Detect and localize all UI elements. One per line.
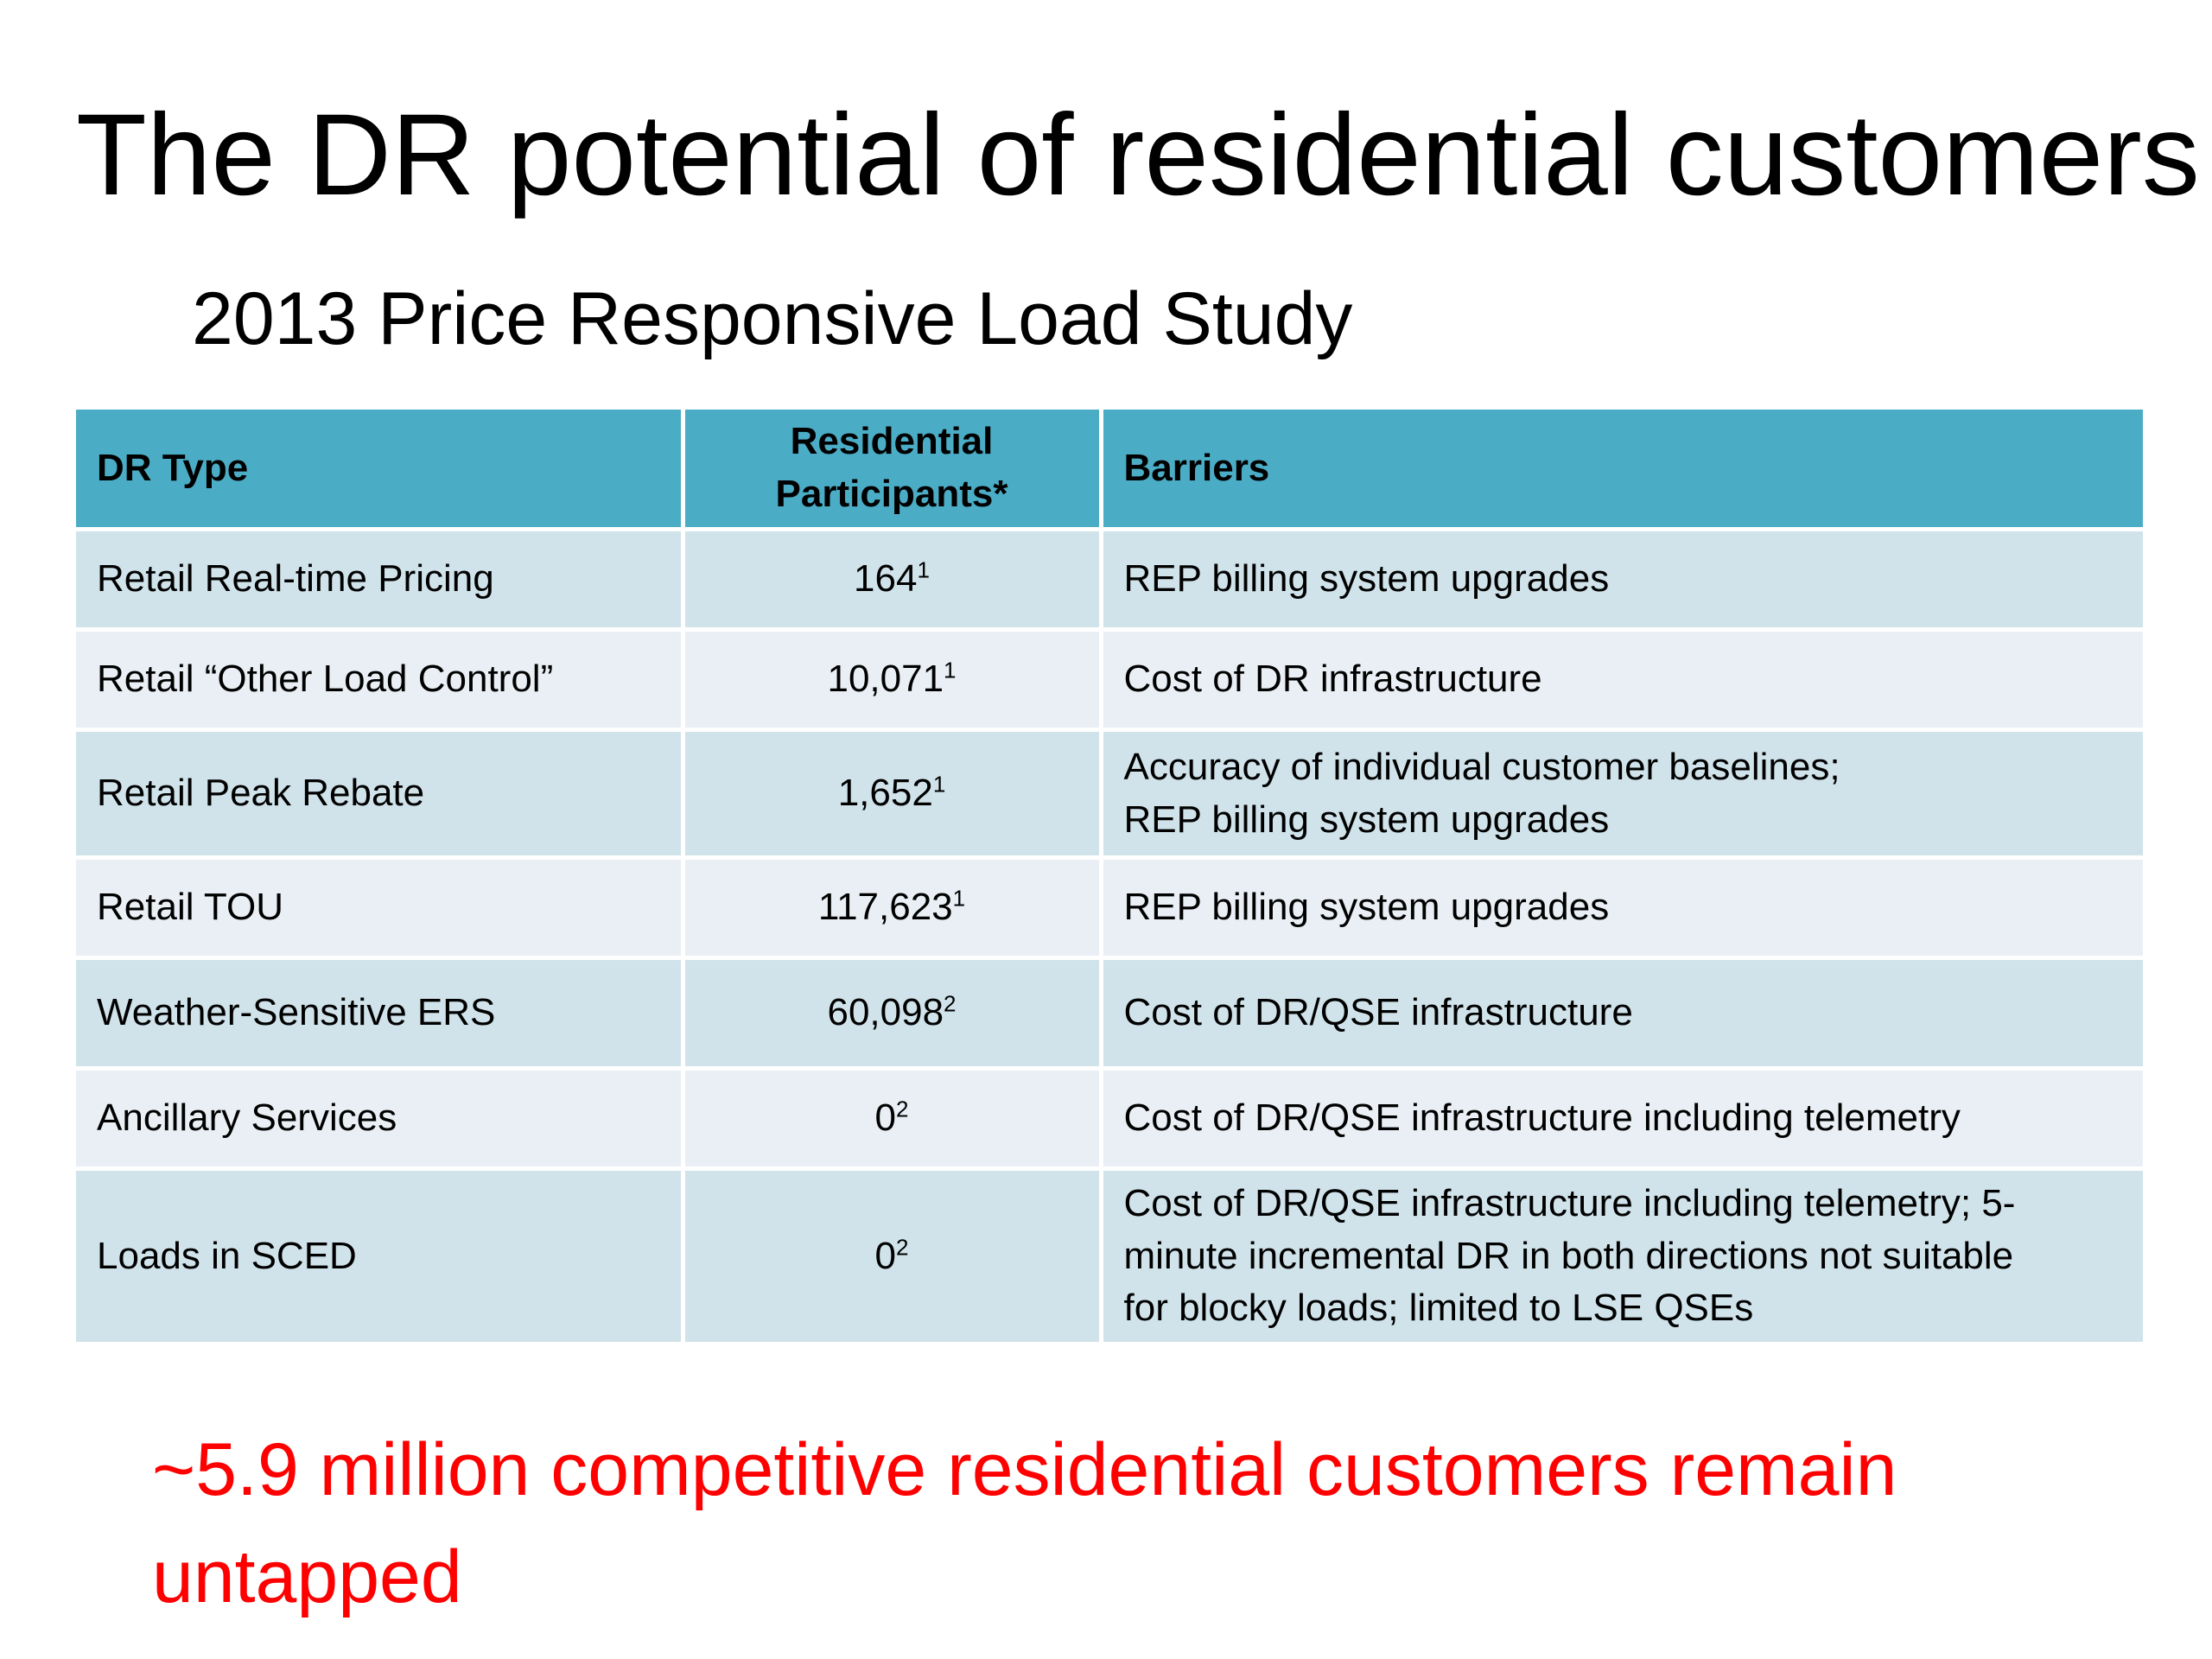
- untapped-customers-note: ~5.9 million competitive residential cus…: [152, 1428, 1897, 1618]
- barrier-text-line: minute incremental DR in both directions…: [1123, 1234, 2014, 1277]
- barriers-cell: Cost of DR/QSE infrastructure including …: [1101, 1168, 2143, 1347]
- participants-value: 1,652: [837, 772, 933, 815]
- dr-potential-table: DR Type Residential Participants* Barrie…: [76, 410, 2143, 1347]
- header-residential-participants: Residential Participants*: [683, 410, 1103, 531]
- footnote-marker: 2: [896, 1096, 909, 1122]
- table-row: Retail Real-time Pricing 1641 REP billing …: [76, 529, 2143, 632]
- participants-cell: 02: [683, 1168, 1103, 1347]
- barrier-text-line: REP billing system upgrades: [1123, 886, 1610, 929]
- table-row: Ancillary Services 02 Cost of DR/QSE infra…: [76, 1068, 2143, 1171]
- footnote-marker: 1: [952, 885, 966, 912]
- slide-title: The DR potential of residential customer…: [76, 91, 2200, 219]
- barriers-cell: Cost of DR infrastructure: [1101, 629, 2143, 732]
- dr-type-cell: Weather-Sensitive ERS: [76, 957, 685, 1071]
- participants-value: 10,071: [827, 658, 944, 701]
- footnote-marker: 2: [944, 990, 957, 1017]
- barrier-text-line: Cost of DR/QSE infrastructure: [1123, 991, 1633, 1034]
- header-participants-line1: Residential: [790, 420, 994, 463]
- dr-type-cell: Loads in SCED: [76, 1168, 685, 1347]
- header-dr-type: DR Type: [76, 410, 685, 531]
- barrier-text-line: REP billing system upgrades: [1123, 798, 1610, 841]
- dr-type-cell: Ancillary Services: [76, 1068, 685, 1171]
- table-body: Retail Real-time Pricing 1641 REP billing …: [76, 529, 2143, 1347]
- participants-cell: 1,6521: [683, 729, 1103, 860]
- footnote-marker: 1: [932, 771, 946, 798]
- dr-type-cell: Retail Peak Rebate: [76, 729, 685, 860]
- barrier-text-line: Cost of DR infrastructure: [1123, 658, 1542, 701]
- dr-type-cell: Retail Real-time Pricing: [76, 529, 685, 632]
- table-row: Retail TOU 117,6231 REP billing system upg…: [76, 857, 2143, 960]
- dr-type-cell: Retail “Other Load Control”: [76, 629, 685, 732]
- participants-value: 0: [874, 1096, 896, 1140]
- participants-value: 0: [874, 1234, 896, 1277]
- barrier-text-line: for blocky loads; limited to LSE QSEs: [1123, 1287, 1754, 1330]
- footnote-marker: 2: [896, 1234, 909, 1261]
- header-participants-line2: Participants*: [775, 473, 1008, 515]
- participants-value: 164: [854, 557, 918, 601]
- participants-cell: 10,0711: [683, 629, 1103, 732]
- barrier-text-line: Cost of DR/QSE infrastructure including …: [1123, 1182, 2016, 1224]
- barrier-text-line: Accuracy of individual customer baseline…: [1123, 745, 1840, 788]
- participants-value: 117,623: [817, 886, 953, 929]
- table-row: Weather-Sensitive ERS 60,0982 Cost of DR/Q…: [76, 957, 2143, 1071]
- table-header-row: DR Type Residential Participants* Barrie…: [76, 410, 2143, 531]
- table-row: Retail “Other Load Control” 10,0711 Cost o…: [76, 629, 2143, 732]
- participants-cell: 60,0982: [683, 957, 1103, 1071]
- barriers-cell: REP billing system upgrades: [1101, 857, 2143, 960]
- table-row: Retail Peak Rebate 1,6521 Accuracy of indi…: [76, 729, 2143, 860]
- participants-cell: 117,6231: [683, 857, 1103, 960]
- participants-value: 60,098: [827, 991, 944, 1034]
- barrier-text-line: Cost of DR/QSE infrastructure including …: [1123, 1096, 1961, 1140]
- barrier-text-line: REP billing system upgrades: [1123, 557, 1610, 601]
- barriers-cell: Accuracy of individual customer baseline…: [1101, 729, 2143, 860]
- slide-subtitle: 2013 Price Responsive Load Study: [192, 277, 1353, 360]
- footnote-marker: 1: [917, 556, 930, 583]
- participants-cell: 1641: [683, 529, 1103, 632]
- header-barriers: Barriers: [1101, 410, 2143, 531]
- barriers-cell: Cost of DR/QSE infrastructure including …: [1101, 1068, 2143, 1171]
- barriers-cell: Cost of DR/QSE infrastructure: [1101, 957, 2143, 1071]
- table-row: Loads in SCED 02 Cost of DR/QSE infrastruc…: [76, 1168, 2143, 1347]
- participants-cell: 02: [683, 1068, 1103, 1171]
- dr-type-cell: Retail TOU: [76, 857, 685, 960]
- footnote-marker: 1: [944, 657, 957, 683]
- barriers-cell: REP billing system upgrades: [1101, 529, 2143, 632]
